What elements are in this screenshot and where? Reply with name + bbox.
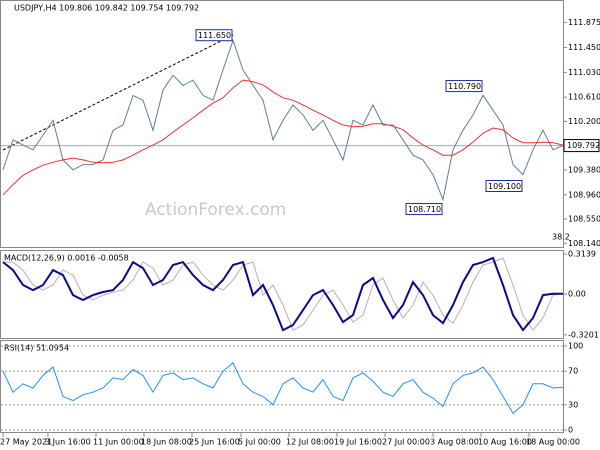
annotation-label: 109.100 [488, 182, 521, 191]
annotation-box [195, 29, 233, 42]
x-tick-label: 10 Aug 16:00 [478, 438, 532, 447]
x-tick-label: 27 Jul 00:00 [382, 438, 430, 447]
y-tick-label: -0.3201 [568, 330, 599, 339]
annotation-box [405, 203, 443, 216]
series-line [2, 38, 564, 202]
last-price-box [563, 139, 600, 153]
y-tick-label: 111.030 [568, 68, 600, 77]
annotation-box [485, 180, 523, 192]
y-tick-label: 111.875 [568, 18, 600, 27]
y-tick-label: 70 [568, 367, 578, 376]
fib-label: 38.2 [552, 233, 570, 242]
x-tick-label: 5 Jul 00:00 [238, 438, 281, 447]
y-tick-label: 100 [568, 342, 583, 351]
series-line [2, 362, 564, 414]
y-tick-label: 30 [568, 400, 578, 409]
y-tick-label: 0.00 [568, 290, 586, 299]
y-tick-label: 108.550 [568, 215, 600, 224]
x-tick-label: 27 May 2021 [0, 438, 52, 447]
series-line [2, 79, 564, 196]
x-tick-label: 18 Jun 08:00 [141, 438, 192, 447]
y-tick-label: 108.960 [568, 190, 600, 199]
x-tick-label: 18 Aug 00:00 [526, 438, 580, 447]
y-tick-label: 111.450 [568, 43, 600, 52]
annotation-label: 111.650 [198, 31, 231, 40]
annotation-label: 110.790 [448, 82, 481, 91]
rsi-title: RSI(14) 51.0954 [4, 344, 69, 353]
last-price-label: 109.792 [567, 141, 600, 150]
x-tick-label: 3 Aug 08:00 [430, 438, 479, 447]
x-tick-label: 25 Jun 16:00 [189, 438, 240, 447]
trend-line [2, 34, 234, 151]
y-tick-label: 110.200 [568, 117, 600, 126]
y-tick-label: 0.3139 [568, 250, 596, 259]
macd-title: MACD(12,26,9) 0.0016 -0.0058 [4, 254, 129, 263]
y-tick-label: 108.140 [568, 239, 600, 248]
x-tick-label: 11 Jun 00:00 [93, 438, 144, 447]
y-tick-label: 110.610 [568, 93, 600, 102]
watermark: ActionForex.com [145, 200, 286, 220]
series-line [3, 257, 564, 331]
series-line [2, 256, 563, 332]
chart-title: USDJPY,H4 109.806 109.842 109.754 109.79… [14, 4, 199, 13]
x-tick-label: 12 Jul 08:00 [286, 438, 334, 447]
annotation-label: 108.710 [408, 205, 441, 214]
y-tick-label: 109.380 [568, 165, 600, 174]
x-tick-label: 3 Jun 16:00 [45, 438, 91, 447]
annotation-box [445, 80, 483, 93]
y-tick-label: 0 [568, 426, 573, 435]
price-panel [0, 0, 564, 248]
x-tick-label: 19 Jul 16:00 [334, 438, 382, 447]
